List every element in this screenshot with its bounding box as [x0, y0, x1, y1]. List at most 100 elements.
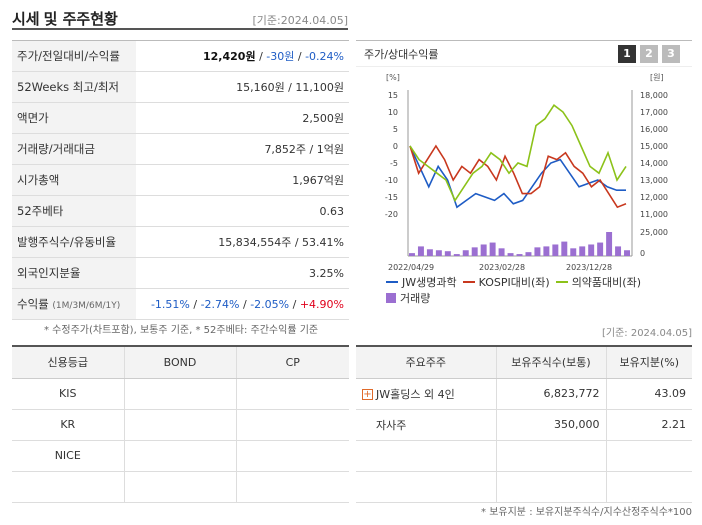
- holder-percent: 2.21: [605, 409, 692, 441]
- chart-page-2-button[interactable]: 2: [640, 44, 658, 63]
- chart-pagination: 1 2 3: [618, 44, 692, 63]
- volume-bar: [480, 244, 487, 256]
- chart-page-1-button[interactable]: 1: [618, 44, 636, 63]
- volume-bar: [462, 250, 469, 256]
- legend-swatch: [462, 281, 475, 283]
- row-label: 시가총액: [12, 164, 136, 196]
- table-row: NICE: [12, 440, 349, 472]
- volume-bar: [534, 247, 541, 256]
- table-cell: KR: [12, 409, 124, 441]
- price-table: 주가/전일대비/수익률 12,420원 / -30원 / -0.24% 52We…: [12, 40, 349, 320]
- header-title: 시세: [12, 10, 40, 28]
- right-tick-label: 14,000: [640, 159, 668, 168]
- separator: /: [243, 297, 251, 311]
- current-price: 12,420원: [203, 50, 256, 63]
- row-value: 15,834,554주 / 53.41%: [136, 226, 349, 258]
- left-tick-label: 0: [393, 142, 398, 151]
- table-row: 액면가 2,500원: [12, 102, 349, 134]
- row-label: 52주베타: [12, 195, 136, 227]
- volume-bar: [498, 248, 505, 256]
- holder-percent: 43.09: [605, 378, 692, 410]
- volume-bar: [409, 253, 415, 256]
- volume-bar: [579, 246, 586, 256]
- legend-row: JW생명과학 KOSPI대비(좌) 의약품대비(좌): [386, 274, 686, 290]
- table-row: KIS: [12, 378, 349, 410]
- price-chart: [%] [원] 15 10 5 0 -5 -10 -15 -20 18,000 17,000 16,00…: [385, 73, 668, 272]
- table-cell: [235, 378, 349, 410]
- holder-shares: 6,823,772: [495, 378, 606, 410]
- table-row: 발행주식수/유동비율 15,834,554주 / 53.41%: [12, 226, 349, 258]
- row-value: 3.25%: [136, 257, 349, 289]
- return-6m: -2.05%: [250, 297, 290, 311]
- legend-item-pharma[interactable]: 의약품대비(좌): [555, 274, 641, 290]
- legend-swatch: [386, 293, 396, 303]
- row-label: 수익률 (1M/3M/6M/1Y): [12, 288, 136, 320]
- row-label: 발행주식수/유동비율: [12, 226, 136, 258]
- volume-bar: [543, 246, 550, 256]
- left-tick-label: -20: [385, 210, 398, 219]
- legend-item-volume[interactable]: 거래량: [386, 290, 430, 306]
- left-axis-unit: [%]: [386, 73, 400, 82]
- separator: /: [292, 297, 300, 311]
- table-row: [12, 471, 349, 503]
- holder-name-cell[interactable]: + JW홀딩스 외 4인: [356, 378, 496, 410]
- holder-name: 자사주: [356, 409, 496, 441]
- legend-item-kospi[interactable]: KOSPI대비(좌): [462, 274, 550, 290]
- legend-label: 의약품대비(좌): [571, 276, 641, 289]
- volume-bar: [417, 246, 424, 256]
- series-line-3: [409, 104, 627, 203]
- left-tick-label: 15: [388, 91, 398, 100]
- separator: /: [294, 50, 306, 63]
- right-tick-label: 16,000: [640, 125, 668, 134]
- table-cell: [12, 471, 124, 503]
- return-3m: -2.74%: [200, 297, 240, 311]
- holder-shares: [495, 471, 606, 503]
- volume-tick-label: 0: [640, 249, 645, 258]
- table-row: 수익률 (1M/3M/6M/1Y) -1.51% / -2.74% / -2.0…: [12, 288, 349, 320]
- separator: /: [255, 50, 267, 63]
- table-cell: KIS: [12, 378, 124, 410]
- row-label: 액면가: [12, 102, 136, 134]
- series-line-2: [409, 144, 627, 209]
- column-header: BOND: [123, 345, 236, 379]
- return-1y: +4.90%: [299, 297, 344, 311]
- table-row: 자사주 350,000 2.21: [356, 409, 692, 441]
- volume-bar: [588, 244, 595, 256]
- table-row: KR: [12, 409, 349, 441]
- table-row: + JW홀딩스 외 4인 6,823,772 43.09: [356, 378, 692, 410]
- legend-item-jw[interactable]: JW생명과학: [386, 274, 457, 290]
- credit-rating-table: 신용등급 BOND CP KIS KR NICE: [12, 345, 349, 503]
- volume-bar: [570, 248, 577, 256]
- table-row: 시가총액 1,967억원: [12, 164, 349, 196]
- holder-percent: [605, 471, 692, 503]
- returns-label: 수익률: [17, 297, 49, 311]
- header-subtitle: 및 주주현황: [43, 10, 118, 28]
- table-cell: [123, 440, 236, 472]
- table-row: [356, 471, 692, 503]
- series-line-1: [409, 145, 626, 209]
- right-tick-label: 17,000: [640, 108, 668, 117]
- row-value: 2,500원: [136, 102, 349, 134]
- table-header-row: 주요주주 보유주식수(보통) 보유지분(%): [356, 345, 692, 379]
- column-header: 보유주식수(보통): [495, 345, 606, 379]
- right-tick-label: 12,000: [640, 193, 668, 202]
- legend-label: JW생명과학: [402, 276, 457, 289]
- volume-bar: [597, 242, 604, 256]
- expand-icon[interactable]: +: [362, 389, 373, 400]
- table-cell: NICE: [12, 440, 124, 472]
- row-value: 0.63: [136, 195, 349, 227]
- table-row: 주가/전일대비/수익률 12,420원 / -30원 / -0.24%: [12, 40, 349, 72]
- holder-shares: [495, 440, 606, 472]
- row-value: 15,160원 / 11,100원: [136, 71, 349, 103]
- volume-bar: [606, 232, 613, 256]
- right-tick-label: 13,000: [640, 176, 668, 185]
- price-change-rate: -0.24%: [305, 50, 344, 63]
- right-tick-label: 11,000: [640, 210, 668, 219]
- table-cell: [235, 409, 349, 441]
- chart-page-3-button[interactable]: 3: [662, 44, 680, 63]
- volume-bar: [489, 242, 496, 256]
- table-cell: [235, 471, 349, 503]
- volume-bar: [444, 251, 451, 256]
- right-tick-label: 18,000: [640, 91, 668, 100]
- returns-period-label: (1M/3M/6M/1Y): [52, 301, 121, 311]
